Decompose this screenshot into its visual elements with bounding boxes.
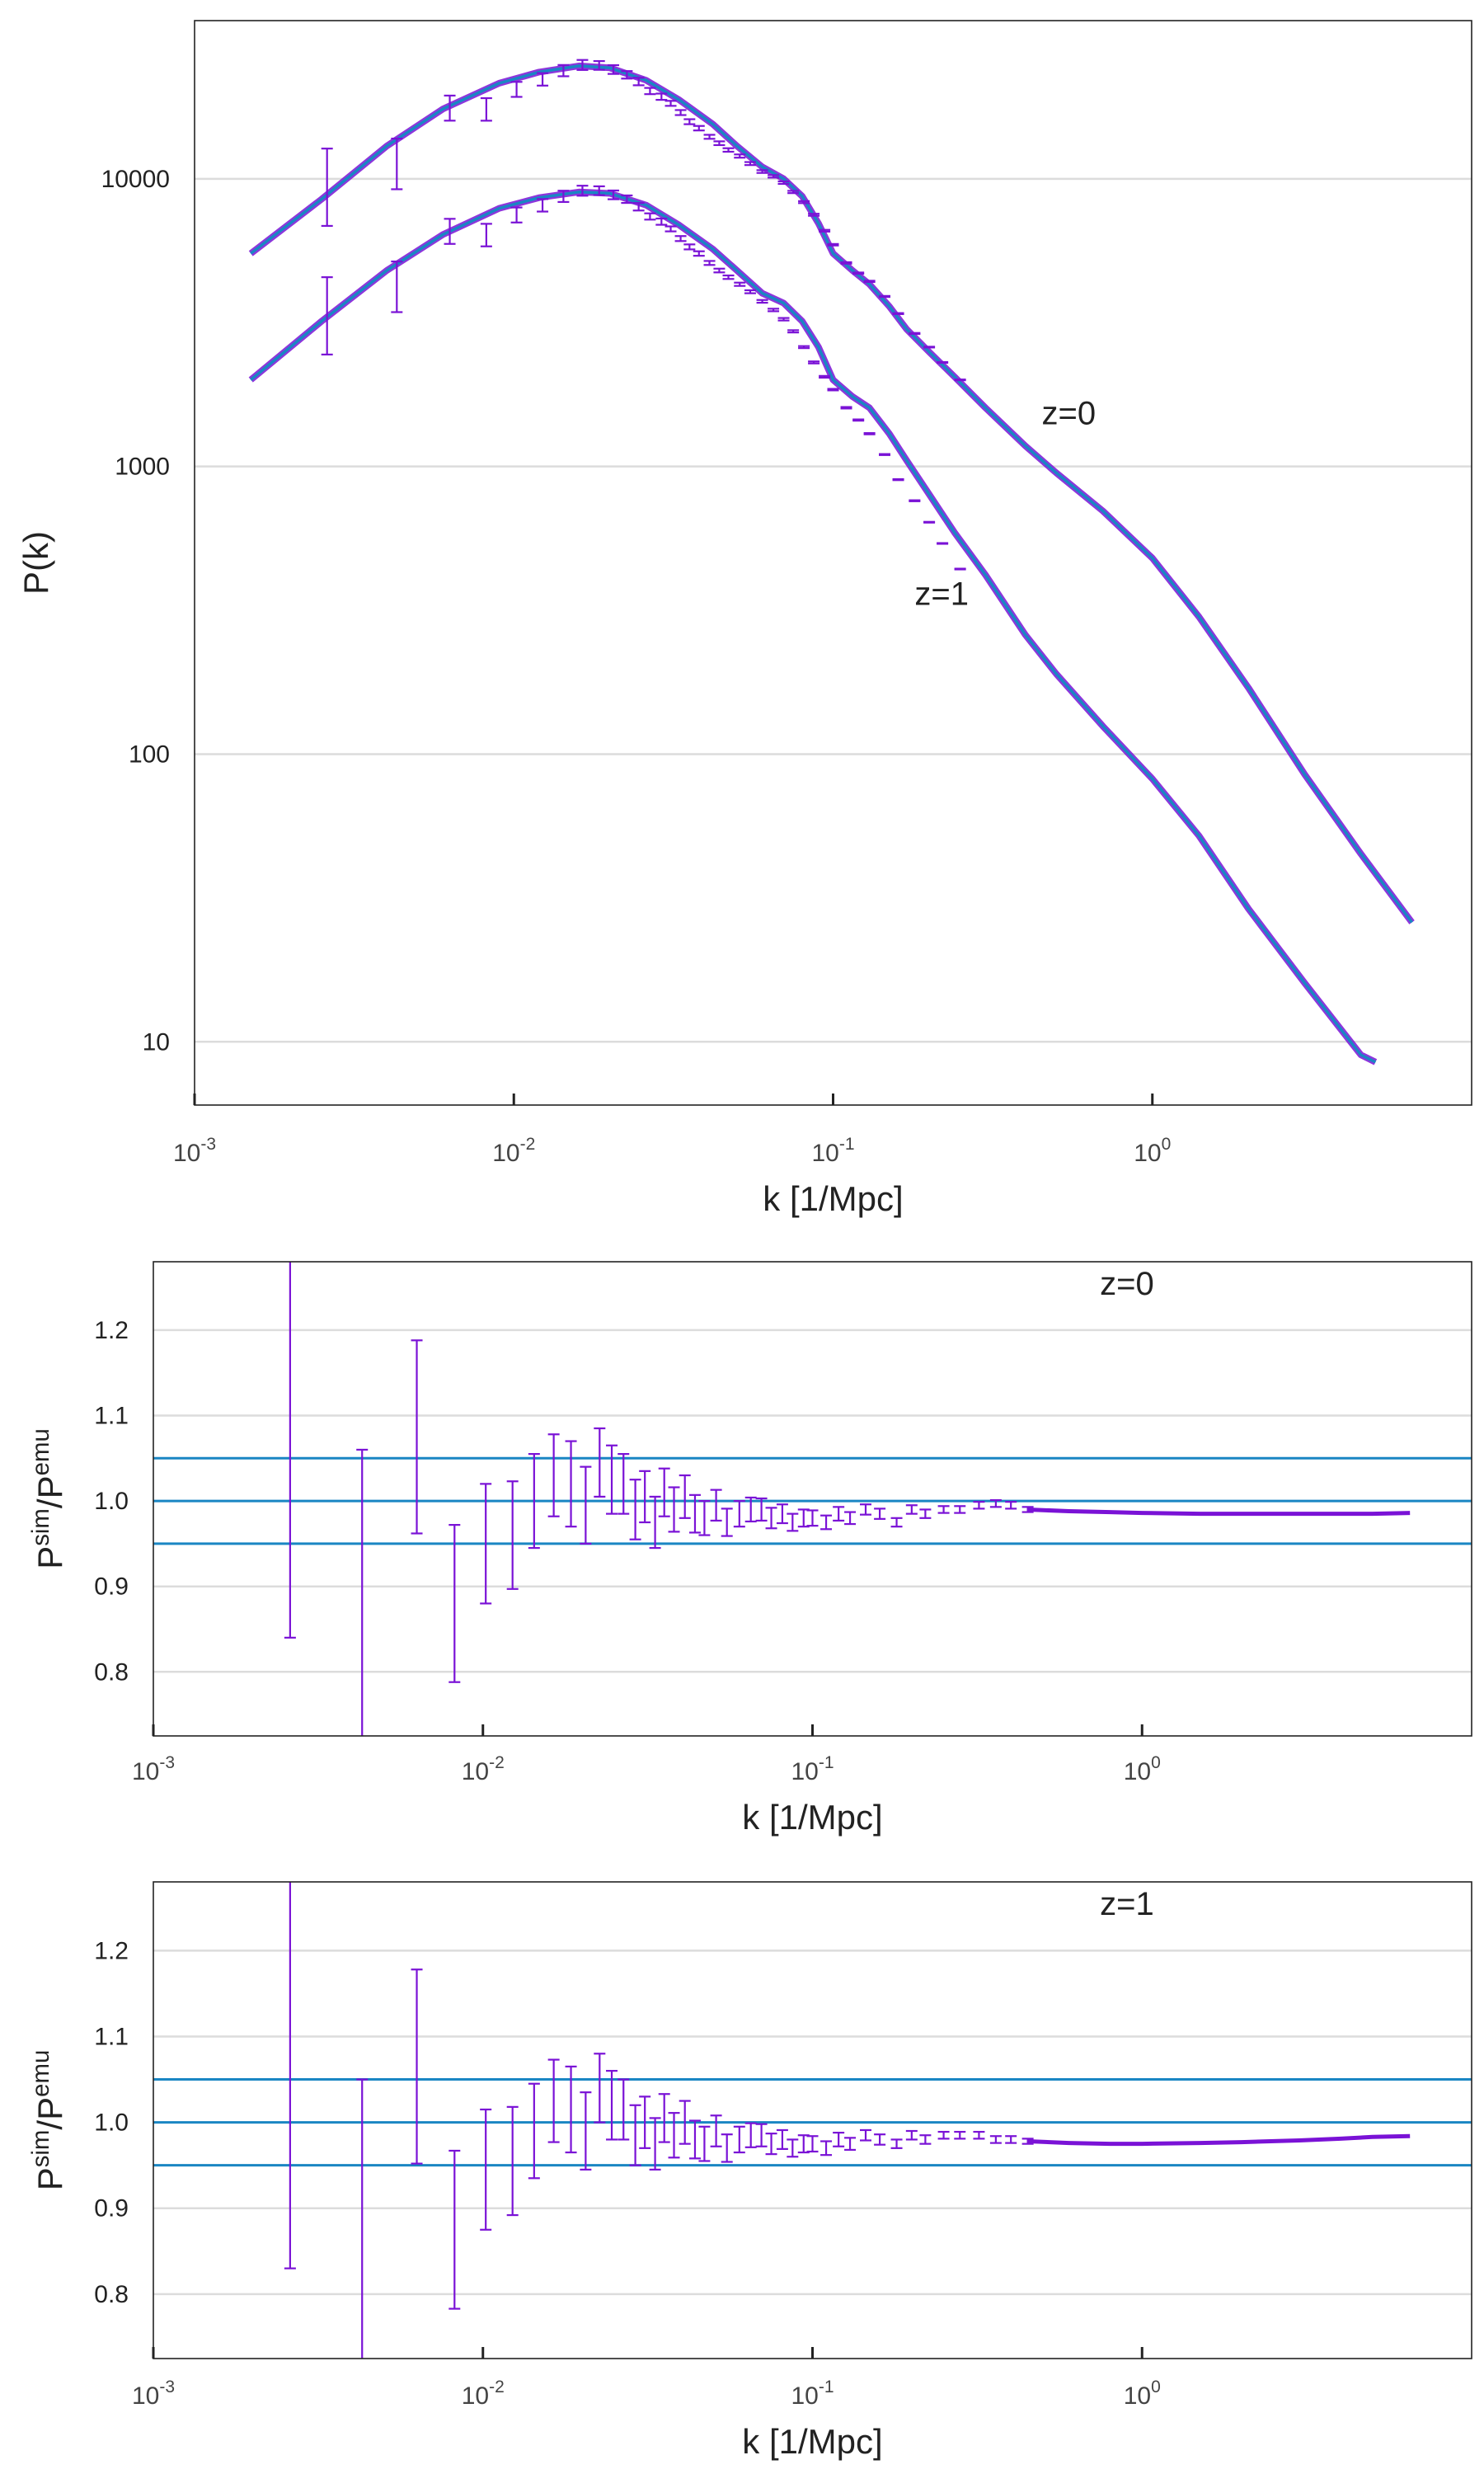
curve-label: z=1	[914, 576, 969, 613]
x-tick-exponent: -2	[520, 1135, 536, 1154]
x-tick-base: 10	[791, 1758, 818, 1785]
x-tick-base: 10	[492, 1140, 519, 1167]
y-label-mid: /P	[31, 1475, 69, 1508]
x-tick-exponent: -3	[200, 1135, 216, 1154]
x-tick-label: 10-3	[173, 1135, 216, 1167]
y-tick-label: 1.0	[94, 1488, 129, 1515]
y-tick-label: 0.9	[94, 1573, 129, 1601]
y-label-sup1: sim	[27, 2130, 54, 2168]
x-tick-base: 10	[1124, 1758, 1151, 1785]
x-tick-exponent: -1	[819, 2378, 834, 2396]
x-tick-base: 10	[173, 1140, 200, 1167]
x-tick-base: 10	[132, 1758, 159, 1785]
ratio-z1-series	[153, 1882, 1472, 2359]
x-tick-base: 10	[462, 2382, 489, 2410]
x-tick-label: 100	[1134, 1135, 1171, 1167]
x-tick-base: 10	[1124, 2382, 1151, 2410]
y-label-sup2: emu	[27, 2050, 54, 2097]
x-tick-label: 100	[1124, 1753, 1161, 1785]
y-tick-label: 1000	[115, 454, 170, 481]
power-spectrum-series	[248, 59, 1415, 1065]
power-spectrum-grid	[195, 177, 1472, 1043]
ratio-z0-grid	[153, 1329, 1472, 1673]
x-tick-exponent: -3	[159, 1753, 175, 1772]
y-label-sup2: emu	[27, 1428, 54, 1475]
x-tick-label: 10-2	[462, 1753, 505, 1785]
y-tick-label: 10	[143, 1028, 170, 1056]
x-axis-label: k [1/Mpc]	[742, 1798, 882, 1837]
y-tick-label: 0.9	[94, 2195, 129, 2222]
x-tick-exponent: -1	[819, 1753, 834, 1772]
x-tick-label: 10-1	[811, 1135, 854, 1167]
ratio-z0-annotations: z=0	[1100, 1266, 1154, 1302]
x-tick-exponent: -2	[489, 1753, 505, 1772]
x-tick-exponent: -3	[159, 2378, 175, 2396]
y-tick-label: 1.1	[94, 2023, 129, 2050]
y-axis-label: P(k)	[16, 531, 55, 595]
y-label-sup1: sim	[27, 1508, 54, 1546]
y-tick-label: 100	[129, 741, 170, 768]
x-tick-label: 10-1	[791, 2378, 834, 2410]
x-tick-base: 10	[1134, 1140, 1161, 1167]
x-axis-label: k [1/Mpc]	[742, 2422, 882, 2461]
ratio-z0-series	[153, 1262, 1472, 1736]
x-tick-label: 10-2	[492, 1135, 535, 1167]
model-line	[250, 64, 1414, 924]
x-tick-label: 10-3	[132, 2378, 175, 2410]
x-tick-exponent: 0	[1151, 1753, 1161, 1772]
y-axis-label: Psim/Pemu	[27, 1428, 69, 1569]
y-label-mid: /P	[31, 2097, 69, 2130]
ratio-z1-frame	[153, 1881, 1472, 2359]
x-tick-exponent: 0	[1162, 1135, 1172, 1154]
ratio-tail-line	[1027, 1507, 1411, 1517]
y-tick-label: 1.0	[94, 2109, 129, 2137]
x-tick-base: 10	[791, 2382, 818, 2410]
x-tick-base: 10	[132, 2382, 159, 2410]
y-tick-label: 10000	[101, 166, 170, 193]
y-tick-label: 1.2	[94, 1937, 129, 1964]
x-tick-base: 10	[462, 1758, 489, 1785]
y-label-base: P	[31, 1546, 69, 1569]
y-tick-label: 0.8	[94, 1658, 129, 1686]
y-tick-label: 1.2	[94, 1317, 129, 1344]
x-tick-label: 10-2	[462, 2378, 505, 2410]
model-line	[250, 190, 1377, 1064]
sim-overlay-line	[248, 62, 1415, 924]
redshift-label: z=1	[1100, 1886, 1154, 1922]
power-spectrum-frame	[194, 20, 1472, 1106]
x-tick-exponent: -2	[489, 2378, 505, 2396]
power-spectrum-annotations: z=0 z=1	[914, 396, 1096, 613]
x-tick-label: 100	[1124, 2378, 1161, 2410]
x-tick-label: 10-3	[132, 1753, 175, 1785]
y-label-base: P	[31, 2167, 69, 2190]
y-tick-label: 1.1	[94, 1402, 129, 1429]
x-axis-label: k [1/Mpc]	[763, 1179, 903, 1218]
y-tick-label: 0.8	[94, 2281, 129, 2308]
ratio-z1-annotations: z=1	[1100, 1886, 1154, 1922]
x-tick-exponent: 0	[1151, 2378, 1161, 2396]
x-tick-base: 10	[811, 1140, 838, 1167]
x-tick-label: 10-1	[791, 1753, 834, 1785]
ratio-z0-frame	[153, 1261, 1472, 1737]
ratio-tail-line	[1027, 2133, 1411, 2147]
redshift-label: z=0	[1100, 1266, 1154, 1302]
x-tick-exponent: -1	[839, 1135, 855, 1154]
curve-label: z=0	[1041, 396, 1096, 432]
y-axis-label: Psim/Pemu	[27, 2050, 69, 2191]
